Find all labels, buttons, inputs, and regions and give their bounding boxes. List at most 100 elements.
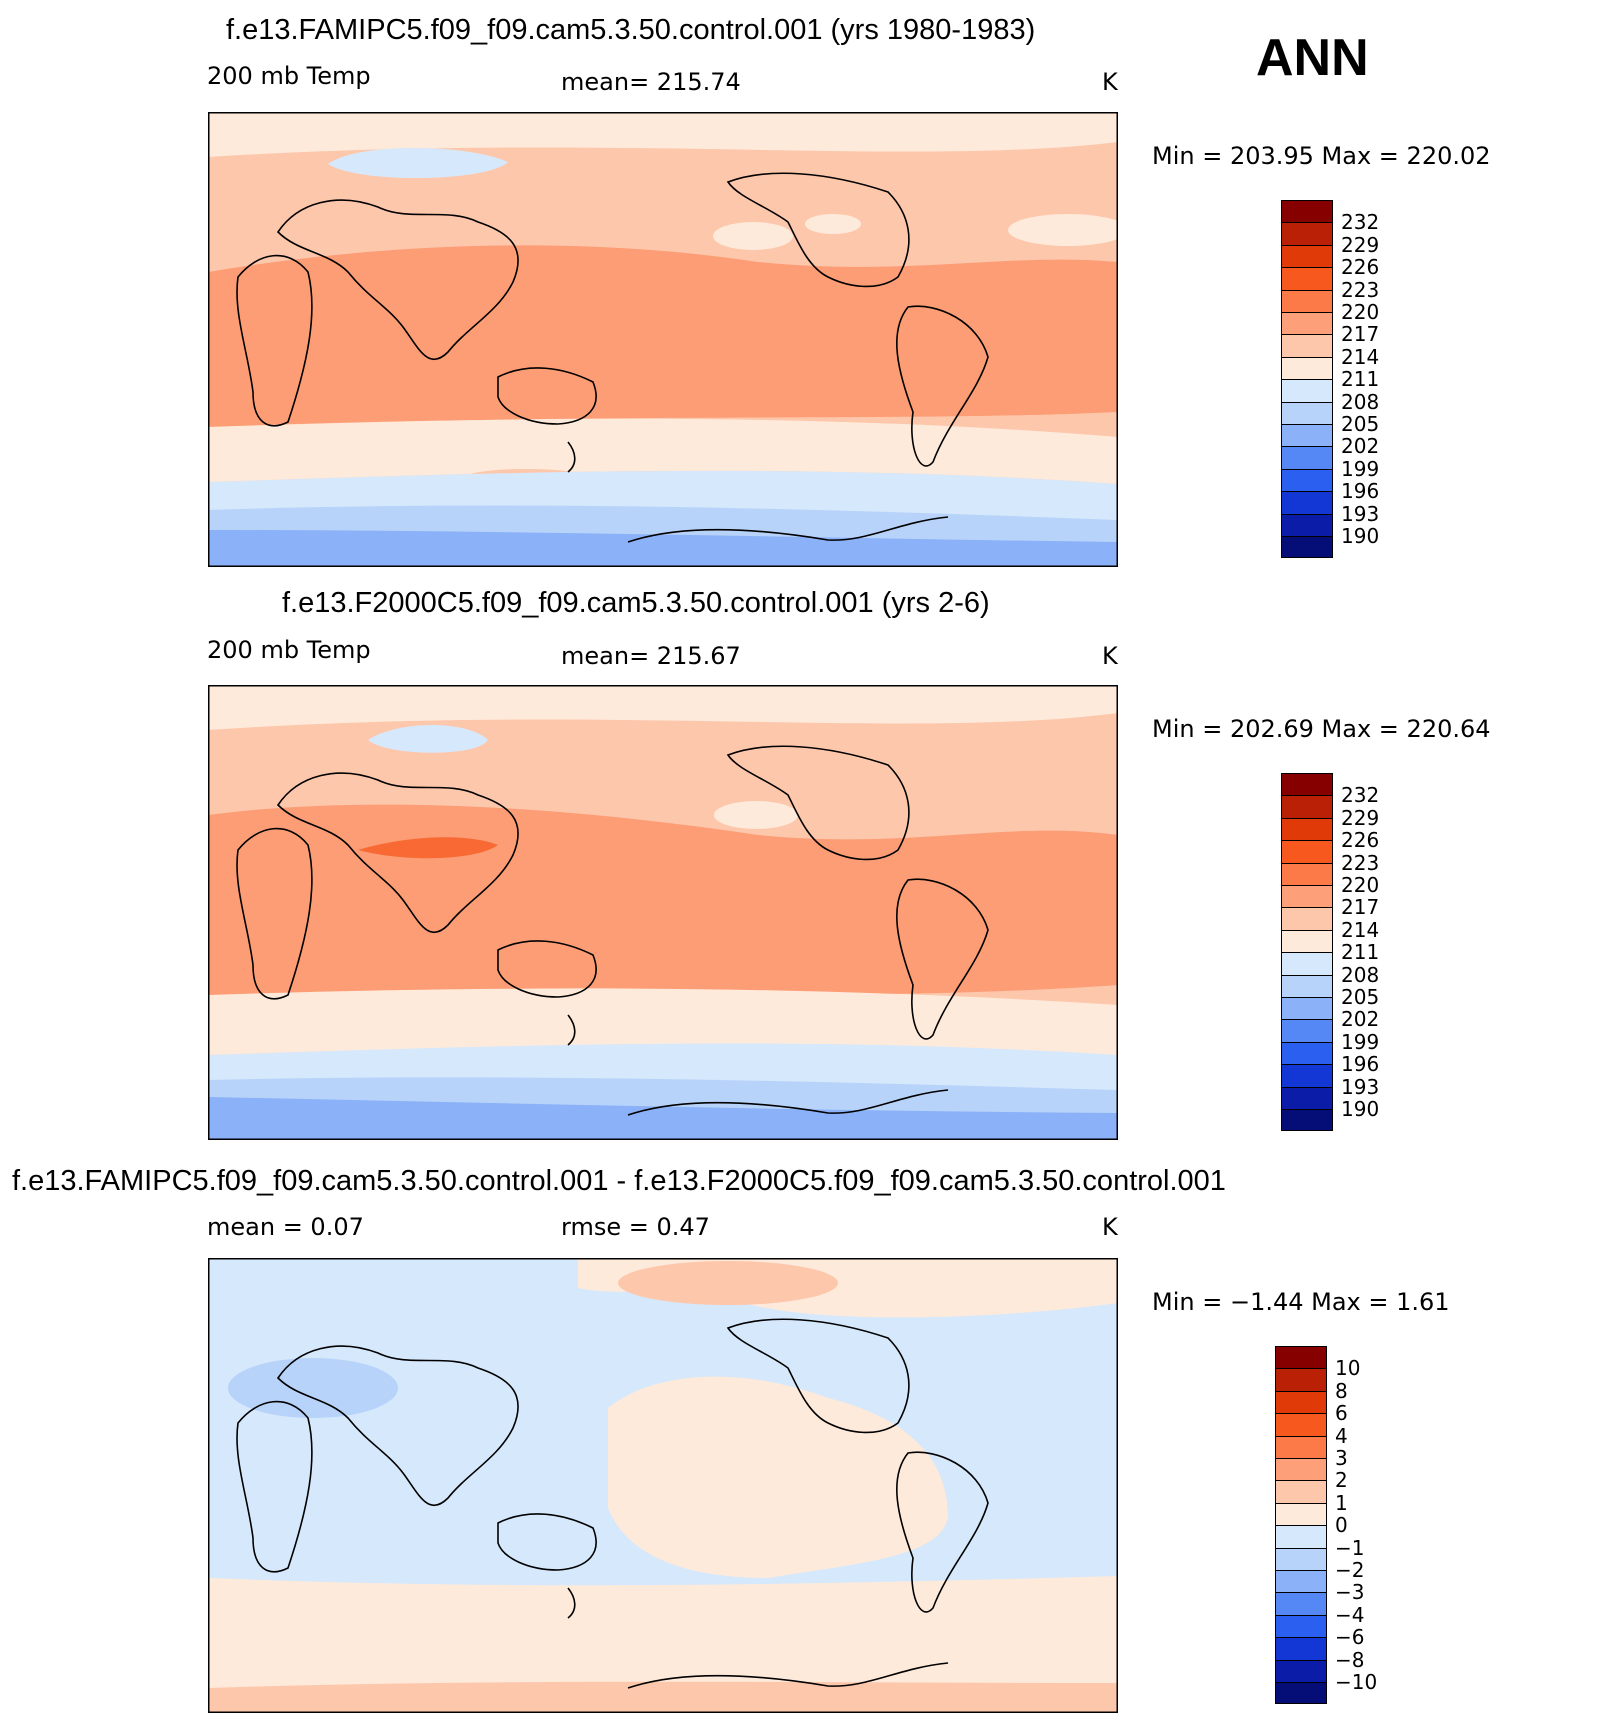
map-frame <box>208 685 1118 1140</box>
colorbar-label: 193 <box>1341 1074 1380 1099</box>
colorbar-swatch <box>1281 536 1333 559</box>
colorbar-swatch <box>1275 1390 1327 1414</box>
colorbar-label: 199 <box>1341 1029 1380 1054</box>
antarctic-cold-region <box>208 530 1118 567</box>
colorbar-swatch <box>1281 491 1333 514</box>
colorbar-swatch <box>1281 1086 1333 1109</box>
colorbar-label: 196 <box>1341 1052 1380 1077</box>
colorbar-label: 217 <box>1341 322 1380 347</box>
colorbar-swatch <box>1275 1547 1327 1570</box>
north-america-outline <box>726 745 910 861</box>
new-zealand-outline <box>567 1014 576 1046</box>
colorbar-label: −3 <box>1335 1580 1365 1605</box>
panel-3-title: f.e13.FAMIPC5.f09_f09.cam5.3.50.control.… <box>12 1165 1226 1197</box>
colorbar-label: 214 <box>1341 917 1380 942</box>
colorbar-label: 10 <box>1335 1356 1361 1381</box>
colorbar-swatch <box>1281 244 1333 268</box>
colorbar-label: 208 <box>1341 389 1380 414</box>
colorbar-label: −4 <box>1335 1602 1365 1627</box>
panel-1-minmax: Min = 203.95 Max = 220.02 <box>1152 142 1491 170</box>
colorbar-label: −6 <box>1335 1625 1365 1650</box>
colorbar-label: 4 <box>1335 1423 1348 1448</box>
north-america-outline <box>726 1318 910 1434</box>
colorbar-swatch <box>1281 1064 1333 1087</box>
southern-midlatitude-band <box>208 988 1118 1060</box>
colorbar-swatch <box>1275 1570 1327 1593</box>
colorbar-label: 205 <box>1341 985 1380 1009</box>
panel-2-variable-label: 200 mb Temp <box>207 636 371 664</box>
colorbar-label: 211 <box>1341 367 1380 392</box>
north-pacific-minimum <box>713 222 793 250</box>
colorbar-swatch <box>1281 1109 1333 1132</box>
colorbar-label: 226 <box>1341 828 1380 853</box>
colorbar-label: 1 <box>1335 1490 1348 1515</box>
panel-2-title: f.e13.F2000C5.f09_f09.cam5.3.50.control.… <box>282 587 990 619</box>
colorbar-swatch <box>1281 468 1333 492</box>
new-zealand-outline <box>567 1587 576 1619</box>
map-frame <box>208 112 1118 567</box>
colorbar-label: 8 <box>1335 1378 1348 1403</box>
panel-3-mean-label: mean = 0.07 <box>207 1213 364 1241</box>
australia-outline <box>497 367 597 425</box>
colorbar-swatch <box>1281 795 1333 818</box>
panel-3-map <box>208 1258 1118 1713</box>
colorbar-swatch <box>1281 334 1333 357</box>
africa-outline <box>236 827 313 1000</box>
australia-outline <box>497 1513 597 1571</box>
pacific-positive-region <box>608 1376 948 1578</box>
colorbar-label: 211 <box>1341 940 1380 965</box>
colorbar-swatch <box>1275 1614 1327 1638</box>
colorbar-swatch <box>1281 817 1333 841</box>
colorbar-label: 229 <box>1341 232 1380 257</box>
southern-midlatitude-band <box>208 418 1118 484</box>
colorbar-swatch <box>1281 401 1333 424</box>
north-pacific-minimum <box>714 801 798 829</box>
south-america-outline <box>896 305 989 467</box>
colorbar-label: 190 <box>1341 1097 1380 1121</box>
arctic-band <box>208 112 1118 157</box>
colorbar-swatch <box>1281 907 1333 930</box>
colorbar-label: 223 <box>1341 277 1380 302</box>
colorbar-frame <box>1281 200 1333 559</box>
colorbar-swatch <box>1275 1502 1327 1526</box>
antarctica-coast <box>627 1662 949 1689</box>
south-america-outline <box>896 878 989 1040</box>
south-america-outline <box>896 1451 989 1613</box>
colorbar-swatch <box>1281 862 1333 885</box>
asia-outline <box>276 1345 519 1507</box>
australia-outline <box>497 940 597 998</box>
middle-east-negative-anomaly <box>228 1358 398 1418</box>
colorbar-swatch <box>1275 1435 1327 1458</box>
map-frame <box>208 1258 1118 1713</box>
panel-3-minmax: Min = −1.44 Max = 1.61 <box>1152 1288 1450 1316</box>
colorbar-frame <box>1275 1346 1327 1705</box>
colorbar-swatch <box>1275 1368 1327 1391</box>
panel-2-map <box>208 685 1118 1140</box>
tropical-warm-band <box>208 245 1118 427</box>
asia-outline <box>276 199 519 361</box>
colorbar-label: 220 <box>1341 873 1380 897</box>
colorbar-label: 217 <box>1341 895 1380 920</box>
colorbar-label: −1 <box>1335 1535 1365 1560</box>
colorbar-label: 229 <box>1341 805 1380 830</box>
colorbar-swatch <box>1281 424 1333 447</box>
colorbar-swatch <box>1281 997 1333 1020</box>
colorbar-label: −2 <box>1335 1558 1365 1582</box>
colorbar-label: 202 <box>1341 1007 1380 1032</box>
antarctic-cold-region <box>208 1097 1118 1140</box>
antarctic-warm-band <box>208 1681 1118 1713</box>
colorbar-label: 232 <box>1341 210 1380 235</box>
colorbar-label: 214 <box>1341 344 1380 369</box>
colorbar-swatch <box>1281 289 1333 312</box>
colorbar-swatch <box>1281 446 1333 469</box>
colorbar-swatch <box>1281 267 1333 290</box>
arctic-band <box>208 685 1118 730</box>
colorbar-swatch <box>1281 222 1333 245</box>
north-america-minimum <box>805 214 861 234</box>
tibetan-warm-anomaly <box>358 837 498 859</box>
colorbar-swatch <box>1281 952 1333 975</box>
colorbar-swatch <box>1281 885 1333 908</box>
colorbar-label: 196 <box>1341 479 1380 504</box>
colorbar-swatch <box>1275 1682 1327 1705</box>
colorbar-label: 223 <box>1341 850 1380 875</box>
